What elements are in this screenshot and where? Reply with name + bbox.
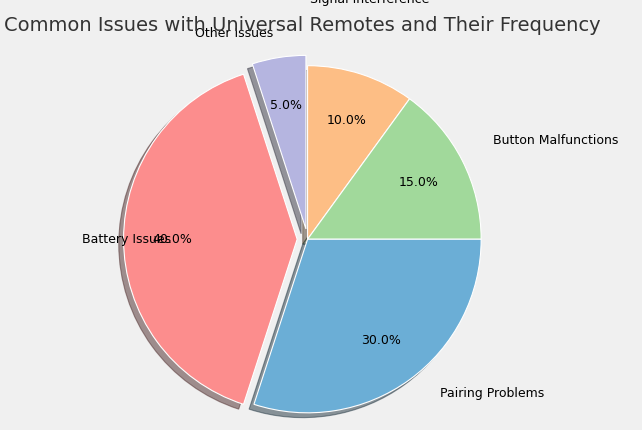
Text: 15.0%: 15.0% — [399, 176, 439, 189]
Text: 10.0%: 10.0% — [326, 114, 366, 127]
Text: Pairing Problems: Pairing Problems — [440, 387, 544, 400]
Text: Signal Interference: Signal Interference — [309, 0, 429, 6]
Text: Battery Issues: Battery Issues — [82, 233, 171, 246]
Wedge shape — [123, 74, 297, 404]
Text: 30.0%: 30.0% — [361, 334, 401, 347]
Wedge shape — [254, 239, 481, 413]
Text: 5.0%: 5.0% — [270, 99, 302, 112]
Text: Button Malfunctions: Button Malfunctions — [493, 134, 618, 147]
Wedge shape — [308, 66, 410, 239]
Wedge shape — [308, 99, 481, 239]
Text: Other Issues: Other Issues — [195, 27, 273, 40]
Wedge shape — [252, 55, 306, 229]
Text: 40.0%: 40.0% — [152, 233, 192, 246]
Title: Common Issues with Universal Remotes and Their Frequency: Common Issues with Universal Remotes and… — [4, 16, 601, 35]
